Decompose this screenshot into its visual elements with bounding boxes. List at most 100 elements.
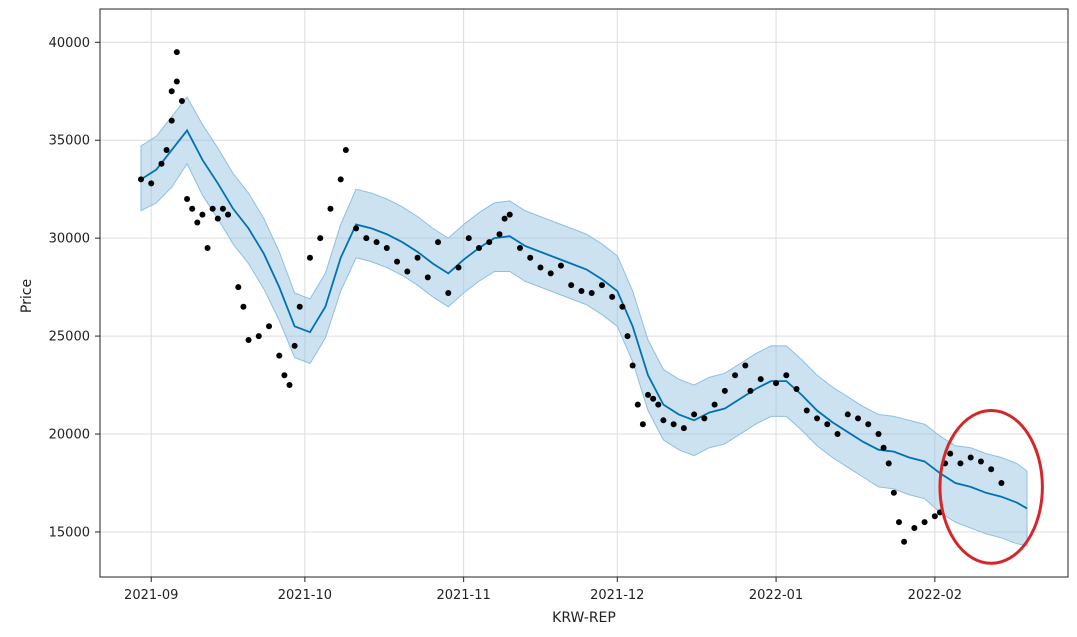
observed-point <box>680 425 687 432</box>
y-tick-label: 30000 <box>49 232 90 247</box>
observed-point <box>629 362 636 369</box>
observed-point <box>404 268 411 275</box>
observed-point <box>895 519 902 526</box>
observed-point <box>306 254 313 261</box>
observed-point <box>701 415 708 422</box>
observed-point <box>276 352 283 359</box>
uncertainty-band-area <box>140 96 1028 547</box>
observed-point <box>486 239 493 246</box>
observed-point <box>327 205 334 212</box>
observed-point <box>721 387 728 394</box>
observed-point <box>742 362 749 369</box>
observed-point <box>501 215 508 222</box>
observed-point <box>168 88 175 95</box>
observed-point <box>291 342 298 349</box>
observed-point <box>225 211 232 218</box>
x-tick-label: 2021-11 <box>436 588 490 603</box>
observed-point <box>880 444 887 451</box>
observed-point <box>465 235 472 242</box>
observed-point <box>901 538 908 545</box>
observed-point <box>184 195 191 202</box>
observed-point <box>757 376 764 383</box>
observed-point <box>214 215 221 222</box>
observed-point <box>506 211 513 218</box>
observed-point <box>921 519 928 526</box>
y-tick-label: 35000 <box>49 134 90 149</box>
observed-point <box>578 288 585 295</box>
x-tick-label: 2021-12 <box>590 588 644 603</box>
observed-point <box>245 337 252 344</box>
observed-point <box>137 176 144 183</box>
observed-point <box>655 401 662 408</box>
uncertainty-band <box>140 96 1028 547</box>
observed-point <box>342 147 349 154</box>
observed-point <box>967 454 974 461</box>
observed-point <box>173 49 180 56</box>
observed-point <box>834 431 841 438</box>
observed-point <box>317 235 324 242</box>
observed-point <box>855 415 862 422</box>
observed-point <box>803 407 810 414</box>
observed-point <box>634 401 641 408</box>
observed-point <box>998 479 1005 486</box>
observed-point <box>660 417 667 424</box>
observed-point <box>286 382 293 389</box>
observed-point <box>890 489 897 496</box>
observed-point <box>394 258 401 265</box>
observed-point <box>824 421 831 428</box>
observed-point <box>476 244 483 251</box>
observed-point <box>148 180 155 187</box>
observed-point <box>235 284 242 291</box>
observed-point <box>373 239 380 246</box>
observed-point <box>353 225 360 232</box>
y-axis-label: Price <box>19 279 35 313</box>
observed-point <box>747 387 754 394</box>
observed-point <box>455 264 462 271</box>
observed-point <box>885 460 892 467</box>
observed-point <box>516 244 523 251</box>
observed-point <box>496 231 503 238</box>
observed-point <box>296 303 303 310</box>
x-tick-label: 2022-02 <box>908 588 962 603</box>
x-tick-label: 2021-10 <box>278 588 332 603</box>
observed-point <box>527 254 534 261</box>
observed-point <box>189 205 196 212</box>
observed-point <box>547 270 554 277</box>
x-tick-label: 2022-01 <box>749 588 803 603</box>
observed-point <box>814 415 821 422</box>
observed-point <box>598 282 605 289</box>
x-axis-ticks: 2021-09 2021-10 2021-11 2021-12 2022-01 2022-… <box>124 577 962 603</box>
observed-point <box>645 391 652 398</box>
observed-point <box>219 205 226 212</box>
observed-point <box>204 244 211 251</box>
observed-point <box>588 290 595 296</box>
observed-point <box>240 303 247 310</box>
observed-point <box>568 282 575 289</box>
observed-point <box>875 431 882 438</box>
observed-point <box>209 205 216 212</box>
observed-point <box>557 262 564 269</box>
observed-point <box>711 401 718 408</box>
observed-point <box>947 450 954 457</box>
observed-point <box>865 421 872 428</box>
y-tick-label: 15000 <box>49 525 90 540</box>
plot-frame <box>99 8 1069 578</box>
observed-point <box>163 147 170 154</box>
observed-point <box>537 264 544 271</box>
observed-point <box>445 290 452 296</box>
observed-point <box>911 525 918 532</box>
observed-point <box>931 513 938 520</box>
observed-point <box>435 239 442 246</box>
observed-point <box>383 244 390 251</box>
observed-point <box>619 303 626 310</box>
observed-point <box>691 411 698 418</box>
observed-point <box>773 380 780 387</box>
observed-point <box>281 372 288 379</box>
observed-point <box>609 293 616 300</box>
y-tick-label: 25000 <box>49 330 90 345</box>
observed-point <box>650 395 657 402</box>
observed-point <box>363 235 370 242</box>
observed-point <box>158 160 165 167</box>
